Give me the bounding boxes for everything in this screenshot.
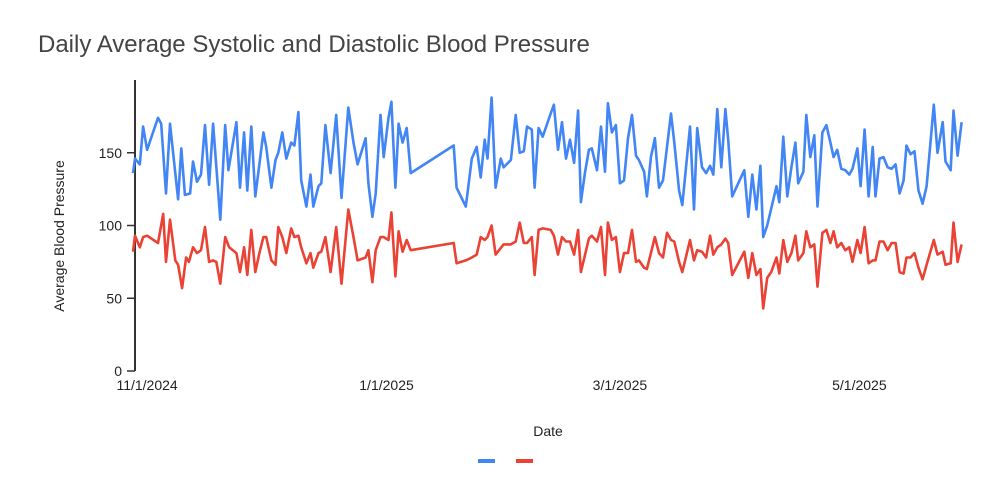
y-axis: 0 50 100 150 [99,80,136,379]
x-axis-label: Date [533,423,563,439]
plot-area [131,96,963,310]
y-tick-label: 50 [106,290,122,306]
x-axis: 11/1/2024 1/1/2025 3/1/2025 5/1/2025 [116,377,886,393]
x-tick-label: 11/1/2024 [116,377,177,393]
y-tick-label: 150 [99,145,123,161]
y-axis-label: Average Blood Pressure [51,160,67,312]
x-tick-label: 5/1/2025 [832,377,887,393]
systolic-series-line [131,96,963,239]
x-tick-label: 1/1/2025 [359,377,414,393]
y-tick-label: 0 [114,363,122,379]
y-tick-label: 100 [99,218,123,234]
chart-title: Daily Average Systolic and Diastolic Blo… [38,31,590,58]
diastolic-series-line [131,208,963,310]
x-tick-label: 3/1/2025 [593,377,648,393]
